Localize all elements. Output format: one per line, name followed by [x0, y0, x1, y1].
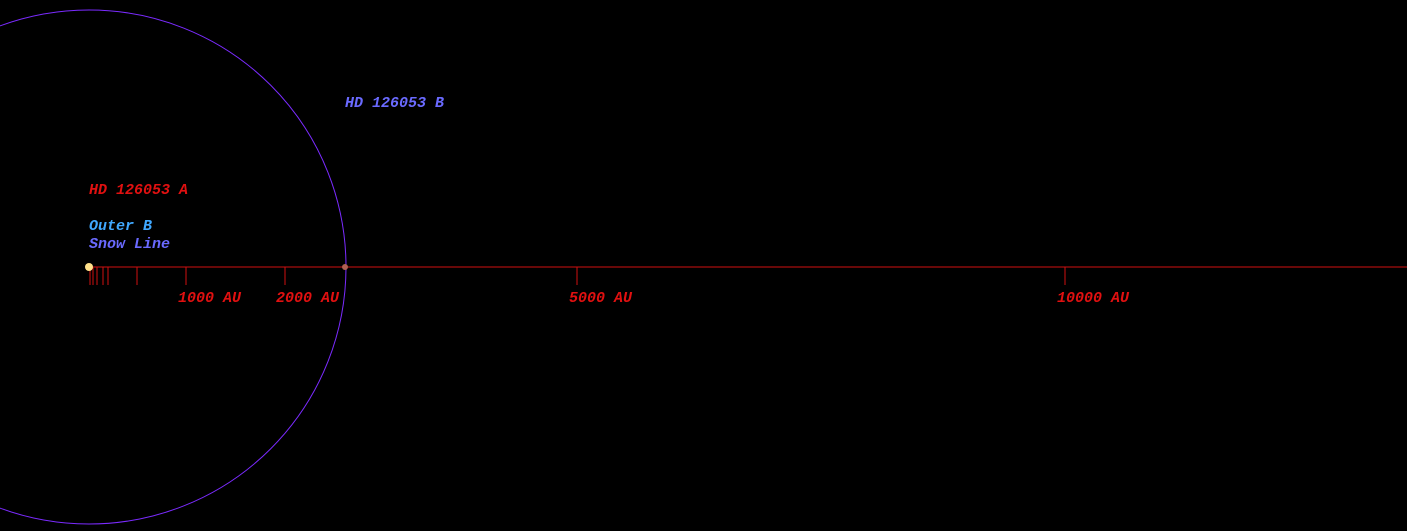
scale-label: 10000 AU	[1057, 290, 1130, 307]
scale-label: 5000 AU	[569, 290, 633, 307]
companion-star	[342, 264, 348, 270]
scale-label: 1000 AU	[178, 290, 242, 307]
snow-line-label: Snow Line	[89, 236, 170, 253]
primary-star	[85, 263, 93, 271]
major-ticks	[185, 267, 1066, 285]
companion-label: HD 126053 B	[345, 95, 444, 112]
scale-label: 2000 AU	[276, 290, 340, 307]
outer-zone-label: Outer B	[89, 218, 152, 235]
primary-label: HD 126053 A	[89, 182, 188, 199]
